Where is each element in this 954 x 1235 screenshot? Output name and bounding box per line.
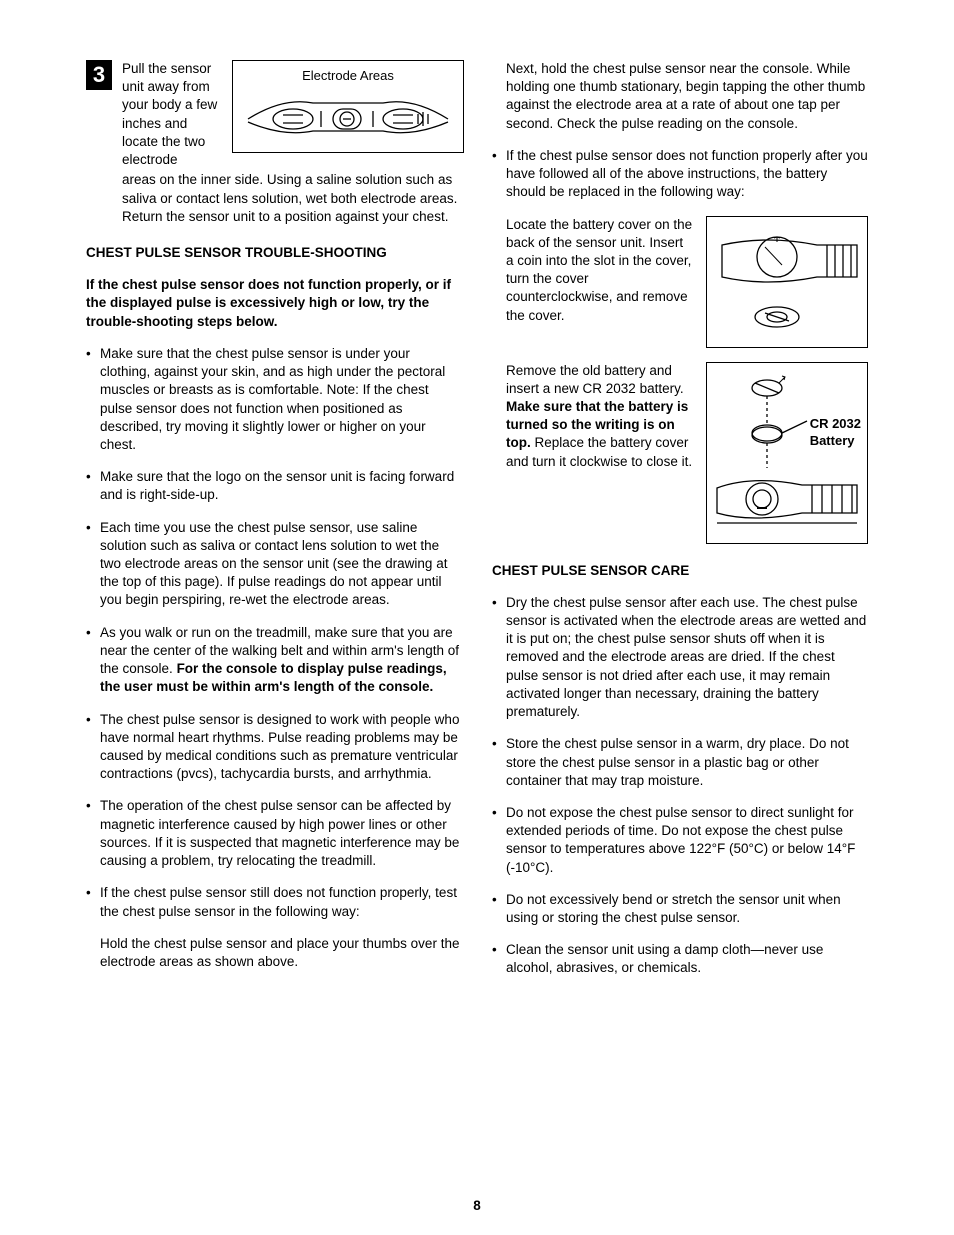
trouble-heading: CHEST PULSE SENSOR TROUBLE-SHOOTING <box>86 244 462 262</box>
battery-cover-text: Locate the battery cover on the back of … <box>506 216 694 348</box>
trouble-bullet: The operation of the chest pulse sensor … <box>86 797 462 870</box>
electrode-areas-svg <box>243 89 453 144</box>
trouble-bullet: If the chest pulse sensor still does not… <box>86 884 462 920</box>
battery-insert-text: Remove the old battery and insert a new … <box>506 362 694 544</box>
trouble-bullet: Make sure that the logo on the sensor un… <box>86 468 462 504</box>
step-text-narrow: Pull the sensor unit away from your body… <box>122 60 222 169</box>
trouble-tail: Hold the chest pulse sensor and place yo… <box>86 935 462 971</box>
care-bullet: Store the chest pulse sensor in a warm, … <box>492 735 868 790</box>
care-heading: CHEST PULSE SENSOR CARE <box>492 562 868 580</box>
right-top-text: Next, hold the chest pulse sensor near t… <box>492 60 868 133</box>
step-text-rest: areas on the inner side. Using a saline … <box>86 171 462 226</box>
battery-label: Battery <box>810 433 855 448</box>
trouble-bullet: As you walk or run on the treadmill, mak… <box>86 624 462 697</box>
figure-caption: Electrode Areas <box>243 67 453 85</box>
battery-post: Replace the battery cover and turn it cl… <box>506 435 692 468</box>
care-bullet: Dry the chest pulse sensor after each us… <box>492 594 868 722</box>
battery-insert-figure: CR 2032 Battery <box>706 362 868 544</box>
battery-replace-bullet: If the chest pulse sensor does not funct… <box>492 147 868 202</box>
care-bullet: Clean the sensor unit using a damp cloth… <box>492 941 868 977</box>
electrode-areas-figure: Electrode Areas <box>232 60 464 153</box>
care-bullet: Do not excessively bend or stretch the s… <box>492 891 868 927</box>
care-bullet: Do not expose the chest pulse sensor to … <box>492 804 868 877</box>
battery-cover-figure <box>706 216 868 348</box>
battery-label: CR 2032 <box>810 416 861 431</box>
trouble-bullet: Each time you use the chest pulse sensor… <box>86 519 462 610</box>
trouble-intro: If the chest pulse sensor does not funct… <box>86 276 462 331</box>
trouble-bullet: Make sure that the chest pulse sensor is… <box>86 345 462 454</box>
battery-pre: Remove the old battery and insert a new … <box>506 363 684 396</box>
step-number: 3 <box>86 60 112 90</box>
trouble-bullet: The chest pulse sensor is designed to wo… <box>86 711 462 784</box>
page-number: 8 <box>0 1197 954 1215</box>
